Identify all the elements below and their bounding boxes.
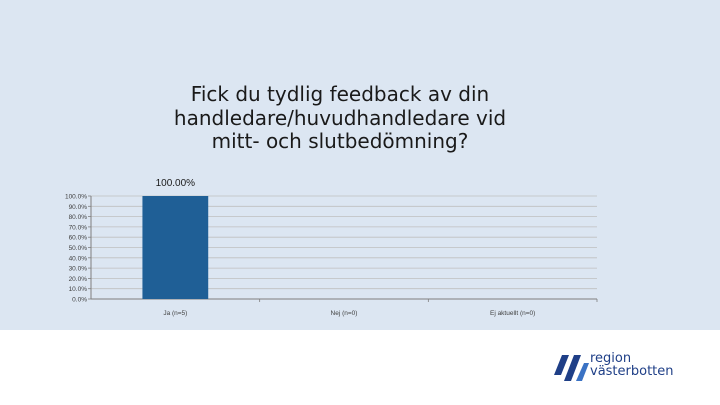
y-tick-label: 40.0% (69, 255, 88, 262)
bar-0 (142, 196, 209, 299)
y-tick-label: 30.0% (69, 266, 88, 273)
data-label-0: 100.00% (156, 178, 196, 189)
logo-wordmark: region västerbotten (590, 352, 674, 378)
chart-title: Fick du tydlig feedback av din handledar… (173, 82, 507, 153)
y-tick-label: 90.0% (69, 204, 88, 211)
y-tick-label: 100.0% (65, 194, 87, 201)
region-vasterbotten-logo-icon (554, 355, 589, 381)
x-tick-label: Ej aktuellt (n=0) (490, 310, 535, 317)
logo-line-vasterbotten: västerbotten (590, 364, 674, 379)
x-tick-label: Nej (n=0) (331, 310, 358, 317)
y-tick-label: 50.0% (69, 245, 88, 252)
y-tick-label: 0.0% (72, 297, 87, 304)
x-tick-label: Ja (n=5) (163, 310, 187, 317)
bar-chart: 100.0% 90.0% 80.0% 70.0% 60.0% 50.0% 40.0% 30.0… (65, 178, 598, 317)
y-tick-label: 80.0% (69, 214, 88, 221)
y-tick-label: 60.0% (69, 235, 88, 242)
y-tick-label: 20.0% (69, 276, 88, 283)
logo-line-region: region (590, 351, 632, 366)
slide-background (0, 0, 720, 330)
y-tick-label: 70.0% (69, 224, 88, 231)
y-tick-label: 10.0% (69, 286, 88, 293)
